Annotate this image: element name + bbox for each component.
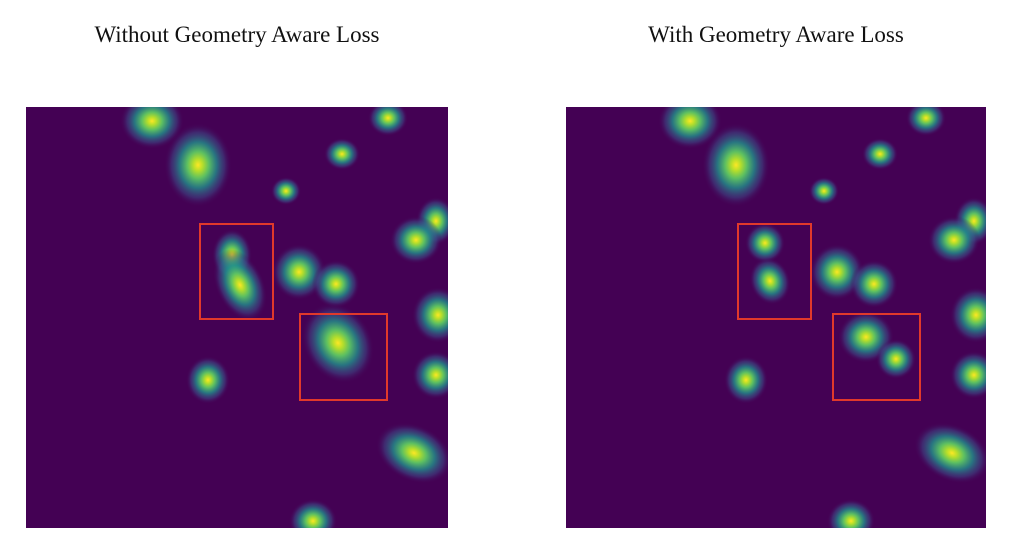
heat-blob (312, 260, 360, 308)
heat-blob (809, 177, 839, 205)
heat-blob (724, 356, 768, 404)
heat-blob (827, 499, 875, 528)
heat-blob (876, 339, 916, 379)
heat-blob (186, 356, 230, 404)
left-heatmap-svg (26, 107, 448, 528)
heat-blob (412, 351, 448, 399)
right-heatmap-background (566, 107, 986, 528)
left-heatmap-blobs (120, 107, 448, 528)
heat-blob (749, 257, 791, 305)
left-heatmap-background (26, 107, 448, 528)
heat-blob (212, 249, 268, 321)
highlight-box-lower (832, 313, 921, 401)
right-panel-title: With Geometry Aware Loss (648, 22, 904, 47)
left-heatmap (26, 107, 448, 528)
heat-blob (271, 177, 301, 205)
heat-blob (950, 287, 986, 343)
heat-blob (412, 287, 448, 343)
heat-blob (950, 351, 986, 399)
heat-blob (850, 260, 898, 308)
left-panel-title: Without Geometry Aware Loss (94, 22, 380, 47)
heat-blob (301, 302, 375, 384)
heat-blob (368, 107, 408, 136)
right-heatmap-svg (566, 107, 986, 528)
right-heatmap (566, 107, 986, 528)
highlight-box-lower (299, 313, 388, 401)
heat-blob (928, 216, 980, 264)
heat-blob (164, 123, 232, 207)
heat-blob (745, 223, 785, 263)
heat-blob (390, 216, 442, 264)
highlight-box-upper (199, 223, 274, 320)
heat-blob (862, 138, 898, 170)
right-heatmap-blobs (658, 107, 986, 528)
heat-blob (289, 499, 337, 528)
highlight-box-upper (737, 223, 812, 320)
heat-blob (906, 107, 946, 136)
heat-blob (658, 107, 722, 149)
heat-blob (324, 138, 360, 170)
heat-blob (120, 107, 184, 149)
heat-blob (375, 422, 448, 484)
heat-blob (913, 422, 986, 484)
heat-blob (702, 123, 770, 207)
